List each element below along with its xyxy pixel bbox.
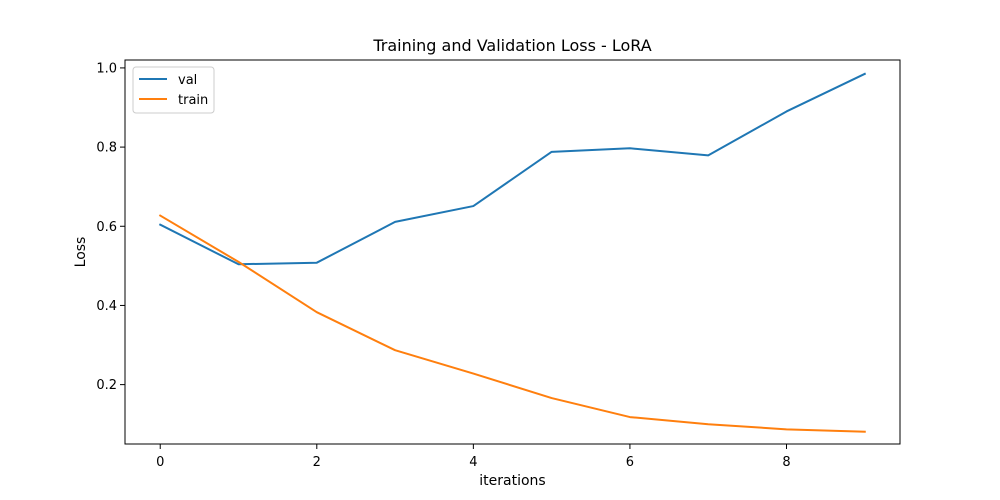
- y-axis-title: Loss: [73, 237, 89, 268]
- plot-area-frame: [124, 59, 901, 445]
- x-tick-label: 8: [782, 455, 790, 470]
- y-tick-label: 1.0: [96, 61, 117, 76]
- legend: val train: [132, 66, 215, 114]
- y-tick-label: 0.8: [96, 141, 117, 156]
- x-tick-label: 4: [469, 455, 477, 470]
- y-axis-ticks: 0.2 0.4 0.6 0.8 1.0: [96, 61, 125, 393]
- chart-title: Training and Validation Loss - LoRA: [372, 36, 651, 55]
- x-tick-label: 6: [626, 455, 634, 470]
- x-axis-title: iterations: [479, 473, 545, 489]
- y-tick-label: 0.6: [96, 220, 117, 235]
- x-tick-label: 2: [313, 455, 321, 470]
- series-line-val: [158, 72, 867, 266]
- legend-label-val: val: [178, 73, 197, 88]
- y-tick-label: 0.4: [96, 299, 117, 314]
- series-line-train: [158, 214, 866, 433]
- y-tick-label: 0.2: [96, 378, 117, 393]
- series-layer: [158, 72, 867, 433]
- legend-label-train: train: [178, 93, 208, 108]
- x-axis-ticks: 0 2 4 6 8: [156, 444, 791, 470]
- x-tick-label: 0: [156, 455, 164, 470]
